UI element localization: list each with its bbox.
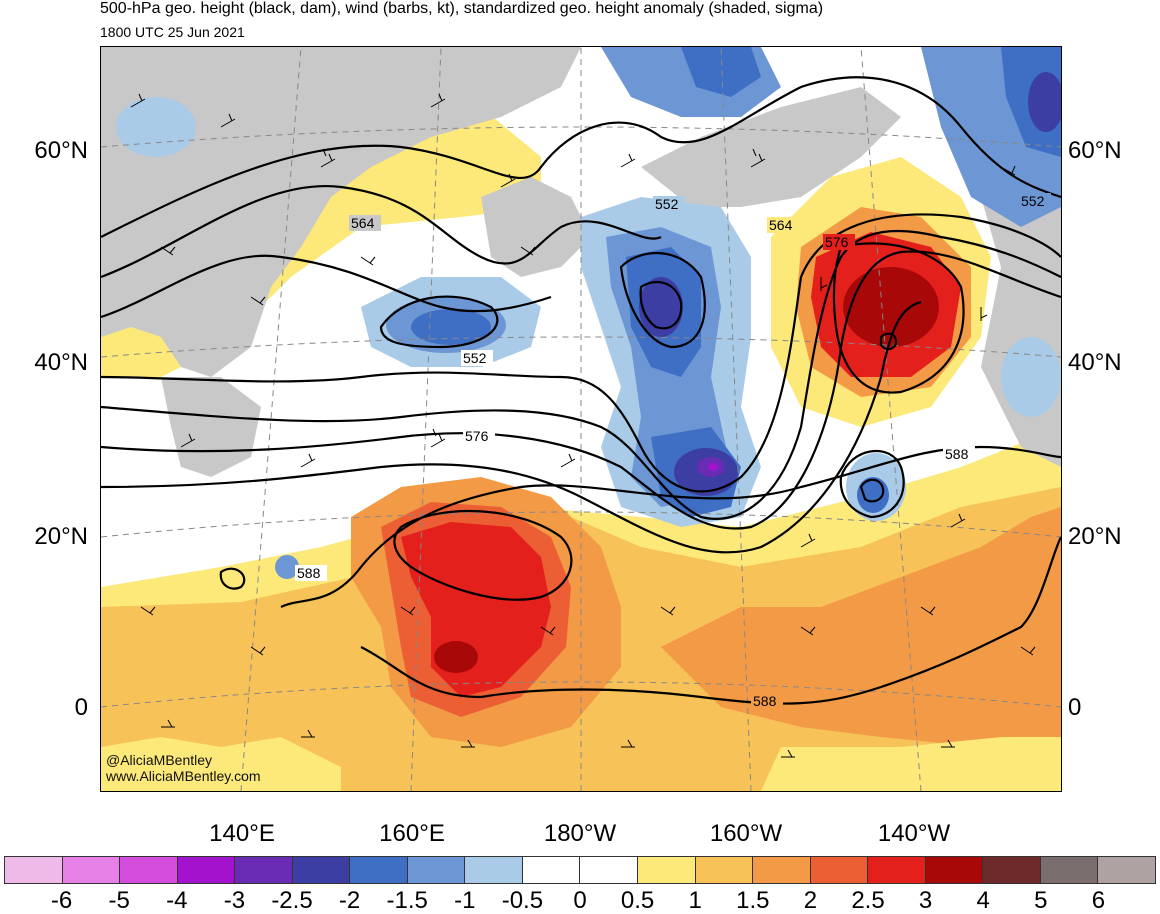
anomaly-shade-ne-light-blue	[1001, 337, 1061, 417]
colorbar-segment	[521, 856, 580, 884]
contour-label-588-east: 588	[945, 446, 969, 462]
wind-barbs	[130, 93, 1036, 758]
anomaly-shade-south-east-light	[761, 737, 1061, 791]
anomaly-shade-arctic-ne-min	[1028, 72, 1061, 132]
contour-label-588-west: 588	[297, 565, 321, 581]
colorbar-tick-label: -2	[338, 887, 361, 914]
contour-label-552-north: 552	[655, 196, 679, 212]
colorbar-tick-label: 5	[1034, 887, 1048, 914]
colorbar-tick-label: 1	[688, 887, 702, 914]
colorbar-segment	[867, 856, 925, 884]
colorbar-tick-label: 3	[918, 887, 933, 914]
map-title: 500-hPa geo. height (black, dam), wind (…	[100, 0, 824, 17]
colorbar-tick-label: 0	[573, 887, 587, 914]
anomaly-max-ne	[843, 267, 939, 347]
lat-label-right-eq: 0	[1068, 694, 1082, 721]
contour-label-576-east: 576	[825, 234, 849, 250]
anomaly-shade-west-small	[275, 555, 299, 579]
anomaly-shade-west-low	[101, 737, 341, 791]
colorbar-tick-label: -2.5	[271, 887, 313, 914]
land-alaska	[641, 87, 901, 207]
colorbar-labels: -6 -5 -4 -3 -2.5 -2 -1.5 -1 -0.5 0 0.5 1 1.5 2 2.5 3 4 5 6	[0, 889, 1160, 913]
graticule	[101, 47, 1061, 791]
land-siberia-east	[481, 177, 591, 277]
height-contours	[101, 76, 1061, 705]
colorbar-segment	[291, 856, 350, 884]
lon-label-180w: 180°W	[543, 820, 617, 847]
colorbar-tick-label: 1.5	[736, 887, 770, 914]
lon-label-160e: 160°E	[379, 820, 445, 847]
credit-handle: @AliciaMBentley	[106, 752, 213, 768]
colorbar-tick-label: -6	[50, 887, 73, 914]
land-asia	[101, 47, 581, 377]
colorbar-tick-label: 2.5	[851, 887, 885, 914]
anomaly-shade-south-east	[661, 507, 1061, 747]
colorbar-segment	[406, 856, 465, 884]
colorbar-segment	[1097, 856, 1156, 884]
lon-label-140w: 140°W	[877, 820, 951, 847]
colorbar-tick-label: 2	[803, 887, 818, 914]
colorbar-segment	[752, 856, 810, 884]
colorbar-segment	[349, 856, 407, 884]
colorbar-tick-label: -0.5	[501, 887, 544, 914]
colorbar-segment	[809, 856, 868, 884]
map-panel: 564 552 576 552 564 576 552 588 588 588	[100, 46, 1062, 792]
contour-label-564-east: 564	[769, 217, 793, 233]
contour-label-588-south: 588	[753, 693, 777, 709]
anomaly-shade-east-cutoff-core	[857, 477, 889, 513]
colorbar-tick-label: -1	[454, 887, 476, 914]
contour-label-552-west: 552	[463, 350, 487, 366]
colorbar-tick-label: 6	[1091, 887, 1106, 914]
anomaly-shade-nw-light-blue	[116, 97, 196, 157]
contour-label-564-west: 564	[351, 215, 375, 231]
colorbar-tick-label: -5	[108, 887, 130, 914]
colorbar-segment	[1039, 856, 1098, 884]
lon-label-140e: 140°E	[209, 820, 275, 847]
anomaly-shade-south-trough-max	[708, 463, 718, 471]
colorbar-segment	[694, 856, 753, 884]
colorbar-segment	[4, 856, 62, 884]
colorbar-tick-label: -1.5	[386, 887, 428, 914]
contour-label-552-ne: 552	[1021, 193, 1045, 209]
anomaly-max-ridge	[434, 641, 478, 673]
lat-label-left-40n: 40°N	[34, 349, 88, 376]
colorbar-segment	[924, 856, 983, 884]
lat-label-left-eq: 0	[74, 694, 88, 721]
lat-label-right-20n: 20°N	[1068, 523, 1122, 550]
colorbar-segment	[579, 856, 638, 884]
anomaly-colorbar	[4, 856, 1156, 884]
colorbar-segment	[234, 856, 292, 884]
colorbar-segment	[982, 856, 1040, 884]
valid-time: 1800 UTC 25 Jun 2021	[100, 24, 245, 40]
lat-label-left-60n: 60°N	[34, 137, 88, 164]
colorbar-segment	[176, 856, 235, 884]
anomaly-shade-arctic-north-core	[681, 47, 761, 97]
colorbar-tick-label: -4	[166, 887, 188, 914]
colorbar-tick-label: 0.5	[620, 887, 655, 914]
lat-label-right-40n: 40°N	[1068, 349, 1122, 376]
lat-label-right-60n: 60°N	[1068, 137, 1122, 164]
anomaly-shade-kamchatka-inner	[411, 309, 491, 345]
lon-label-160w: 160°W	[709, 820, 783, 847]
colorbar-segment	[637, 856, 695, 884]
colorbar-segment	[464, 856, 522, 884]
colorbar-tick-label: -3	[223, 887, 246, 914]
map-canvas: 564 552 576 552 564 576 552 588 588 588	[101, 47, 1061, 791]
contour-label-576-mid: 576	[465, 428, 489, 444]
colorbar-segment	[61, 856, 120, 884]
lat-label-left-20n: 20°N	[34, 523, 88, 550]
credit-url: www.AliciaMBentley.com	[106, 768, 261, 784]
colorbar-segment	[119, 856, 177, 884]
colorbar-tick-label: 4	[976, 887, 990, 914]
